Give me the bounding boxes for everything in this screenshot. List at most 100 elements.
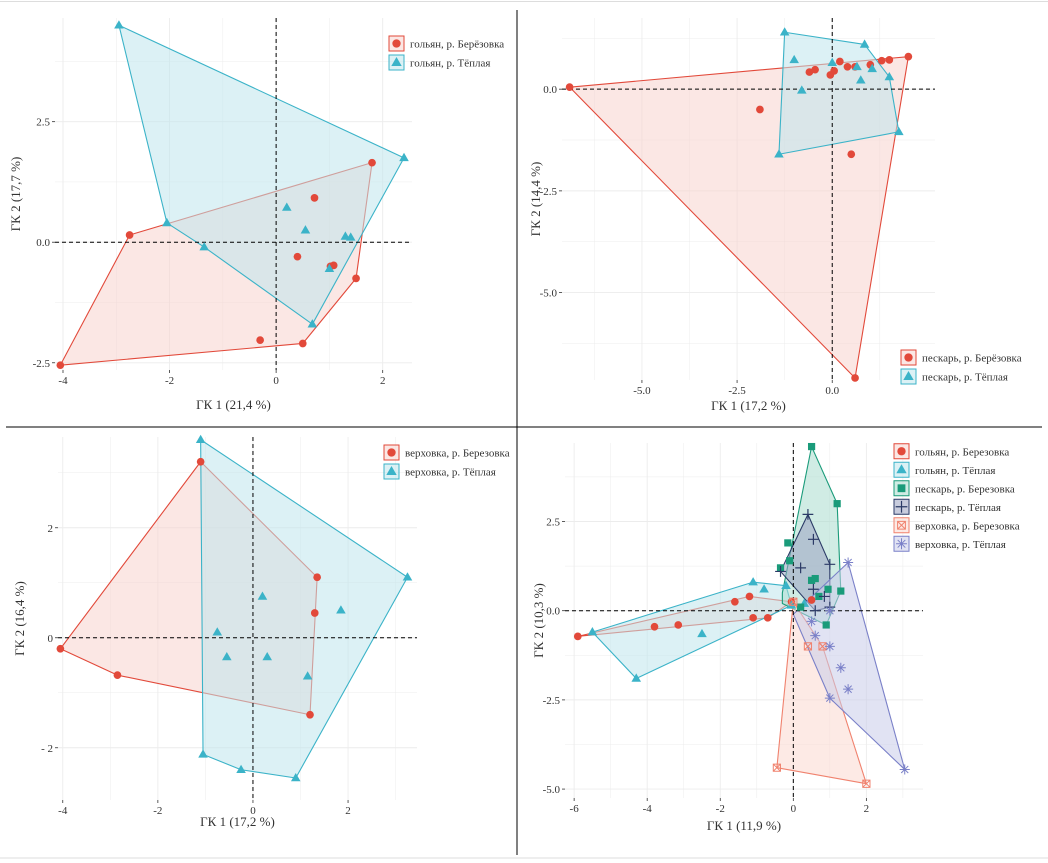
- data-point: [196, 457, 205, 466]
- x-tick-label: -4: [58, 375, 68, 387]
- panel-1: -4 -2 0 2 -2.5 0.0 2.5 ГК 1 (21,4 %) ГК 2 (17,7 …: [8, 18, 504, 412]
- x-tick-label: -4: [643, 803, 653, 815]
- legend-label: гольян, р. Тёплая: [915, 465, 995, 477]
- data-point: [212, 627, 223, 636]
- data-point: [811, 574, 819, 583]
- data-point: [222, 651, 232, 661]
- y-tick-label: -2.5: [543, 695, 561, 707]
- legend-marker: [903, 371, 914, 381]
- data-point: [818, 642, 827, 651]
- data-point: [789, 597, 798, 606]
- data-point: [195, 434, 206, 444]
- legend-label: пескарь, р. Тёплая: [915, 502, 1001, 514]
- data-point: [786, 600, 797, 609]
- data-point: [824, 693, 835, 704]
- legend-marker: [896, 464, 907, 474]
- legend-label: гольян, р. Тёплая: [410, 58, 490, 70]
- data-point: [862, 779, 871, 788]
- y-tick-label: -2.5: [540, 186, 558, 198]
- data-point: [824, 605, 835, 616]
- data-point: [324, 263, 335, 273]
- data-point: [835, 662, 846, 673]
- series-1-points: [56, 158, 376, 370]
- legend-marker: [387, 448, 396, 457]
- data-point: [843, 62, 852, 71]
- data-point: [352, 274, 360, 283]
- panel-3: -4 -2 0 2 - 2 0 2 ГК 1 (17,2 %) ГК 2 (16,4 %) вер…: [12, 434, 510, 829]
- x-tick-label: -4: [58, 805, 68, 817]
- data-point: [818, 591, 830, 602]
- series-5-points: [772, 597, 871, 788]
- data-point: [795, 562, 807, 574]
- legend-label: пескарь, р. Тёплая: [922, 372, 1008, 384]
- y-tick-label: -2.5: [33, 358, 51, 370]
- data-point: [807, 596, 816, 604]
- data-point: [807, 576, 816, 584]
- y-tick-label: 0.0: [36, 237, 50, 249]
- x-axis-title: ГК 1 (21,4 %): [196, 397, 271, 412]
- y-tick-label: 0.0: [543, 84, 557, 96]
- data-point: [885, 56, 894, 64]
- data-point: [781, 580, 791, 589]
- data-point: [56, 361, 65, 370]
- legend-label: верховка, р. Тёплая: [405, 467, 496, 479]
- data-point: [336, 605, 346, 614]
- x-tick-label: -5.0: [633, 385, 651, 397]
- hull-2: [118, 24, 405, 325]
- data-point: [745, 592, 754, 601]
- data-point: [775, 566, 786, 577]
- legend-label: гольян, р. Березовка: [915, 446, 1009, 458]
- data-point: [808, 583, 819, 595]
- data-point: [236, 764, 246, 774]
- x-tick-label: -2: [165, 375, 174, 387]
- data-point: [796, 85, 807, 94]
- data-point: [748, 577, 758, 586]
- data-point: [298, 339, 307, 348]
- y-axis-title: ГК 2 (17,7 %): [8, 157, 23, 232]
- data-point: [827, 57, 838, 67]
- data-point: [256, 336, 264, 344]
- legend-label: пескарь, р. Берёзовка: [922, 353, 1022, 365]
- x-tick-label: -2.5: [728, 385, 746, 397]
- data-point: [822, 621, 830, 629]
- y-tick-label: 2.5: [546, 516, 560, 528]
- data-point: [368, 158, 376, 167]
- data-point: [302, 671, 313, 680]
- data-point: [786, 557, 794, 565]
- y-axis-title: ГК 2 (16,4 %): [12, 581, 27, 656]
- data-point: [884, 71, 895, 81]
- data-point: [587, 627, 598, 636]
- legend: пескарь, р. Берёзовка пескарь, р. Тёплая: [900, 349, 1022, 385]
- x-tick-label: 0: [250, 805, 256, 817]
- data-point: [815, 592, 823, 601]
- x-tick-label: 2: [345, 805, 351, 817]
- data-point: [852, 61, 862, 71]
- data-point: [808, 533, 819, 545]
- data-point: [836, 57, 844, 66]
- data-point: [833, 500, 841, 508]
- data-point: [867, 63, 877, 73]
- data-point: [809, 605, 821, 617]
- series-6-points: [806, 557, 910, 775]
- data-point: [199, 242, 209, 251]
- data-point: [806, 616, 817, 627]
- series-2-points: [195, 434, 413, 782]
- data-point: [313, 573, 321, 582]
- data-point: [697, 628, 707, 638]
- y-tick-label: -5.0: [540, 288, 558, 300]
- data-point: [803, 642, 813, 651]
- y-tick-label: 0: [48, 633, 54, 645]
- data-point: [789, 54, 799, 64]
- data-point: [565, 83, 574, 91]
- series-2-points: [774, 27, 904, 158]
- data-point: [824, 558, 836, 570]
- data-point: [797, 603, 805, 611]
- data-point: [307, 319, 318, 328]
- panel-2: -5.0 -2.5 0.0 -5.0 -2.5 0.0 ГК 1 (17,2 %) ГК 2 …: [528, 18, 1022, 413]
- legend-label: пескарь, р. Березовка: [915, 483, 1015, 495]
- y-axis-title: ГК 2 (10,3 %): [531, 583, 546, 658]
- data-point: [877, 56, 886, 65]
- legend-marker: [386, 466, 397, 476]
- data-point: [113, 671, 122, 679]
